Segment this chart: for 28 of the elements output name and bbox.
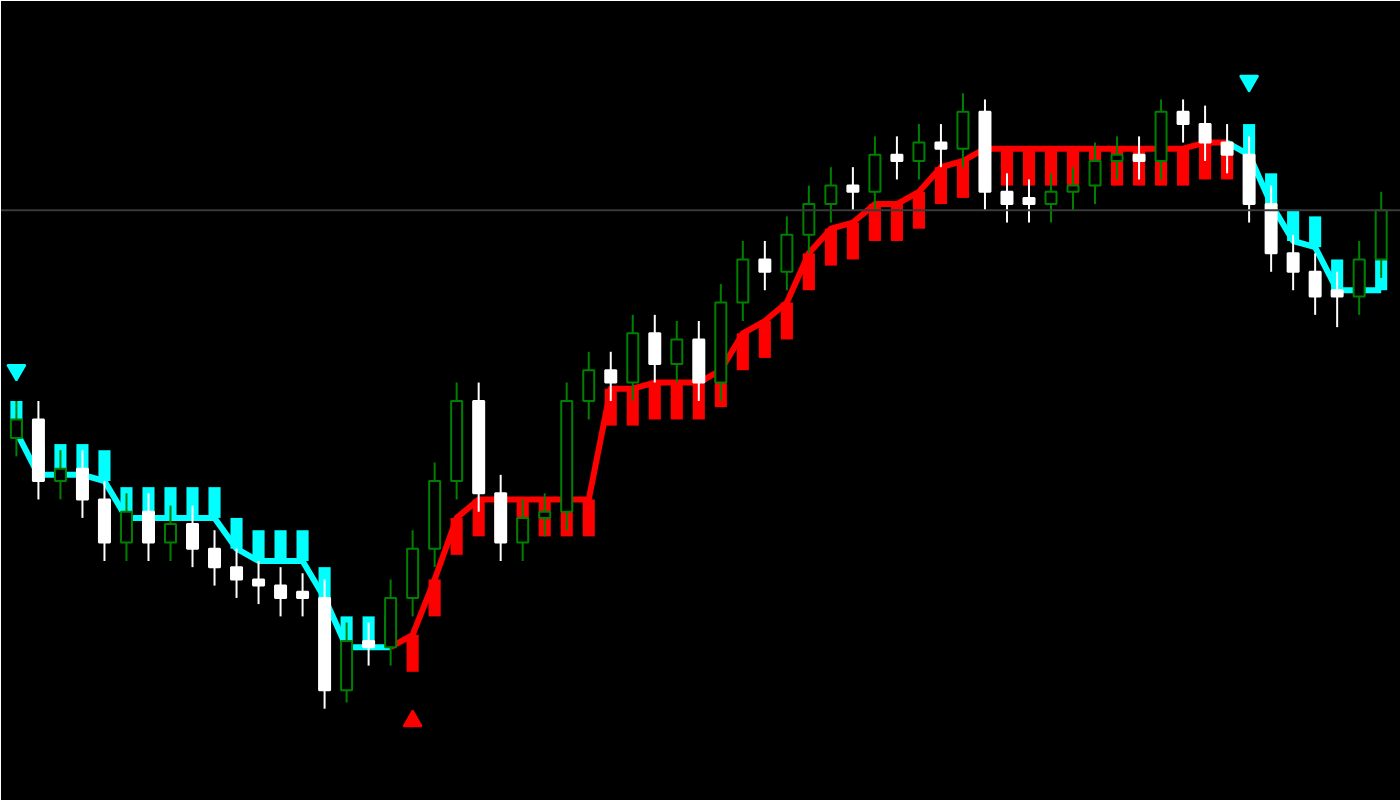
candlestick bbox=[296, 572, 310, 618]
bar bbox=[164, 487, 177, 518]
candlestick bbox=[890, 135, 904, 181]
bar bbox=[1309, 216, 1322, 248]
bar bbox=[846, 222, 859, 260]
candlestick bbox=[780, 215, 794, 292]
candlestick bbox=[252, 560, 266, 606]
bar bbox=[98, 450, 111, 481]
candlestick bbox=[208, 529, 222, 587]
bar bbox=[296, 530, 309, 561]
candlestick bbox=[1176, 98, 1190, 144]
candlestick bbox=[582, 350, 596, 421]
candlestick bbox=[846, 166, 860, 212]
bar bbox=[758, 321, 771, 358]
bar bbox=[252, 530, 265, 561]
candlestick bbox=[824, 166, 838, 224]
bar bbox=[274, 530, 287, 561]
candlestick bbox=[274, 566, 288, 618]
candlestick bbox=[1308, 252, 1322, 316]
bar bbox=[1177, 148, 1190, 186]
candlestick bbox=[736, 240, 750, 322]
bar bbox=[186, 487, 199, 518]
bar bbox=[956, 161, 969, 198]
candlestick bbox=[912, 123, 926, 181]
bar bbox=[208, 487, 221, 518]
candlestick bbox=[97, 480, 111, 562]
candlestick bbox=[758, 240, 772, 292]
bar bbox=[582, 499, 595, 537]
